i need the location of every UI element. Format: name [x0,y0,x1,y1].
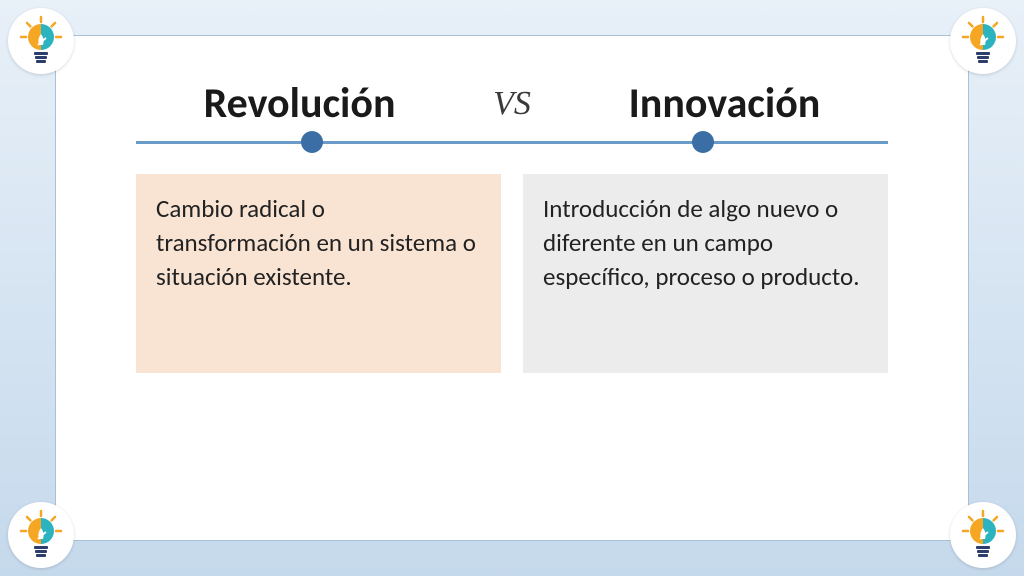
slide-frame: Revolución VS Innovación Cambio radical … [55,35,969,541]
lightbulb-idea-icon [8,8,74,74]
definition-boxes: Cambio radical o transformación en un si… [56,144,968,373]
vs-label: VS [483,85,541,123]
lightbulb-idea-icon [950,502,1016,568]
lightbulb-idea-icon [950,8,1016,74]
divider-line [136,141,888,144]
lightbulb-idea-icon [8,502,74,568]
definition-left: Cambio radical o transformación en un si… [136,174,501,373]
title-right: Innovación [541,78,908,129]
definition-right: Introducción de algo nuevo o diferente e… [523,174,888,373]
titles-row: Revolución VS Innovación [56,36,968,129]
title-left: Revolución [116,78,483,129]
